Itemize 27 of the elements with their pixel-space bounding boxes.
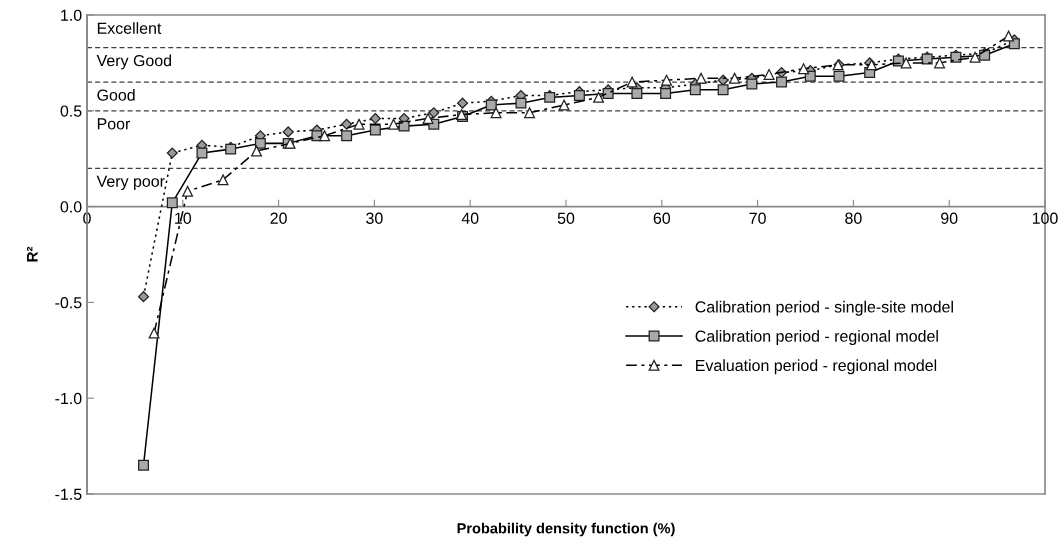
x-tick-label: 100 <box>1032 212 1058 224</box>
y-tick-label: 1.0 <box>61 9 82 21</box>
x-tick-label: 40 <box>461 212 479 224</box>
y-tick-label: 0.0 <box>60 201 82 213</box>
x-tick-label: 10 <box>175 212 192 224</box>
ref-line-label: Good <box>97 89 135 101</box>
y-tick-label: 0.5 <box>60 105 82 117</box>
y-axis-title: R² <box>26 246 38 262</box>
ref-line-label: Very poor <box>96 175 165 191</box>
ref-line-label: Poor <box>97 118 131 130</box>
x-tick-label: 30 <box>366 212 383 224</box>
legend-label: Calibration period - regional model <box>695 330 938 345</box>
x-tick-label: 70 <box>749 212 766 224</box>
legend-label: Evaluation period - regional model <box>696 359 937 375</box>
x-tick-label: 80 <box>845 212 862 224</box>
ref-line-label: Very Good <box>96 54 172 70</box>
legend-label: Calibration period - single-site model <box>695 300 953 316</box>
x-tick-label: 90 <box>941 212 958 224</box>
x-tick-label: 60 <box>653 212 671 224</box>
y-tick-label: -0.5 <box>55 297 82 309</box>
x-axis-title: Probability density function (%) <box>457 522 675 537</box>
x-tick-label: 50 <box>557 212 575 224</box>
annotation: Excellent <box>97 22 162 34</box>
y-tick-label: -1.5 <box>55 488 82 500</box>
x-tick-label: 20 <box>270 212 287 224</box>
x-tick-label: 0 <box>83 212 91 224</box>
y-tick-label: -1.0 <box>55 392 82 405</box>
